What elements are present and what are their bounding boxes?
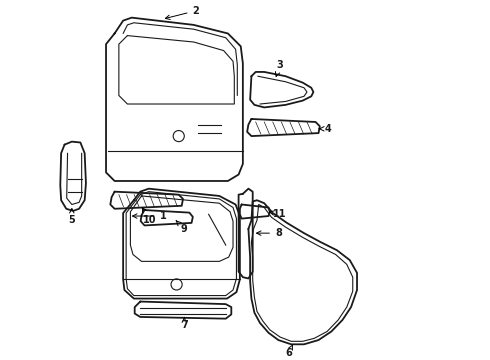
Text: 2: 2 [165,6,199,19]
Text: 4: 4 [319,124,332,134]
Text: 9: 9 [176,221,188,234]
Text: 6: 6 [285,345,293,358]
Text: 11: 11 [270,209,287,219]
Text: 7: 7 [181,318,188,330]
Text: 3: 3 [275,60,283,76]
Text: 10: 10 [142,208,157,225]
Text: 1: 1 [133,211,166,221]
Text: 8: 8 [257,228,282,238]
Text: 5: 5 [69,208,75,225]
